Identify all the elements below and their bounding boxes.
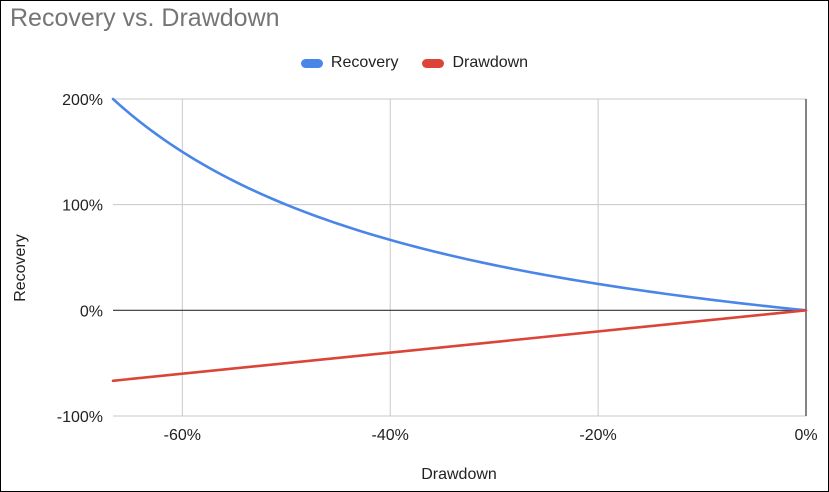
y-tick-label-1: 0% [80, 303, 103, 320]
x-tick-label-0: -60% [164, 427, 201, 444]
chart-legend: Recovery Drawdown [0, 54, 829, 72]
x-tick-label-1: -40% [372, 427, 409, 444]
legend-swatch-recovery [300, 58, 323, 68]
legend-label-recovery: Recovery [330, 54, 399, 71]
x-tick-label-2: -20% [579, 427, 616, 444]
legend-item-drawdown[interactable]: Drawdown [422, 54, 528, 72]
x-axis-label: Drawdown [421, 466, 497, 483]
chart-title: Recovery vs. Drawdown [10, 4, 280, 32]
y-tick-label-0: -100% [57, 409, 103, 426]
y-tick-label-2: 100% [62, 198, 103, 215]
series-line-drawdown [111, 309, 808, 383]
legend-label-drawdown: Drawdown [452, 54, 529, 71]
series-line-recovery [111, 97, 808, 312]
legend-swatch-drawdown [422, 58, 445, 68]
x-tick-label-3: 0% [794, 427, 817, 444]
legend-item-recovery[interactable]: Recovery [300, 54, 399, 72]
y-tick-label-3: 200% [62, 92, 103, 109]
